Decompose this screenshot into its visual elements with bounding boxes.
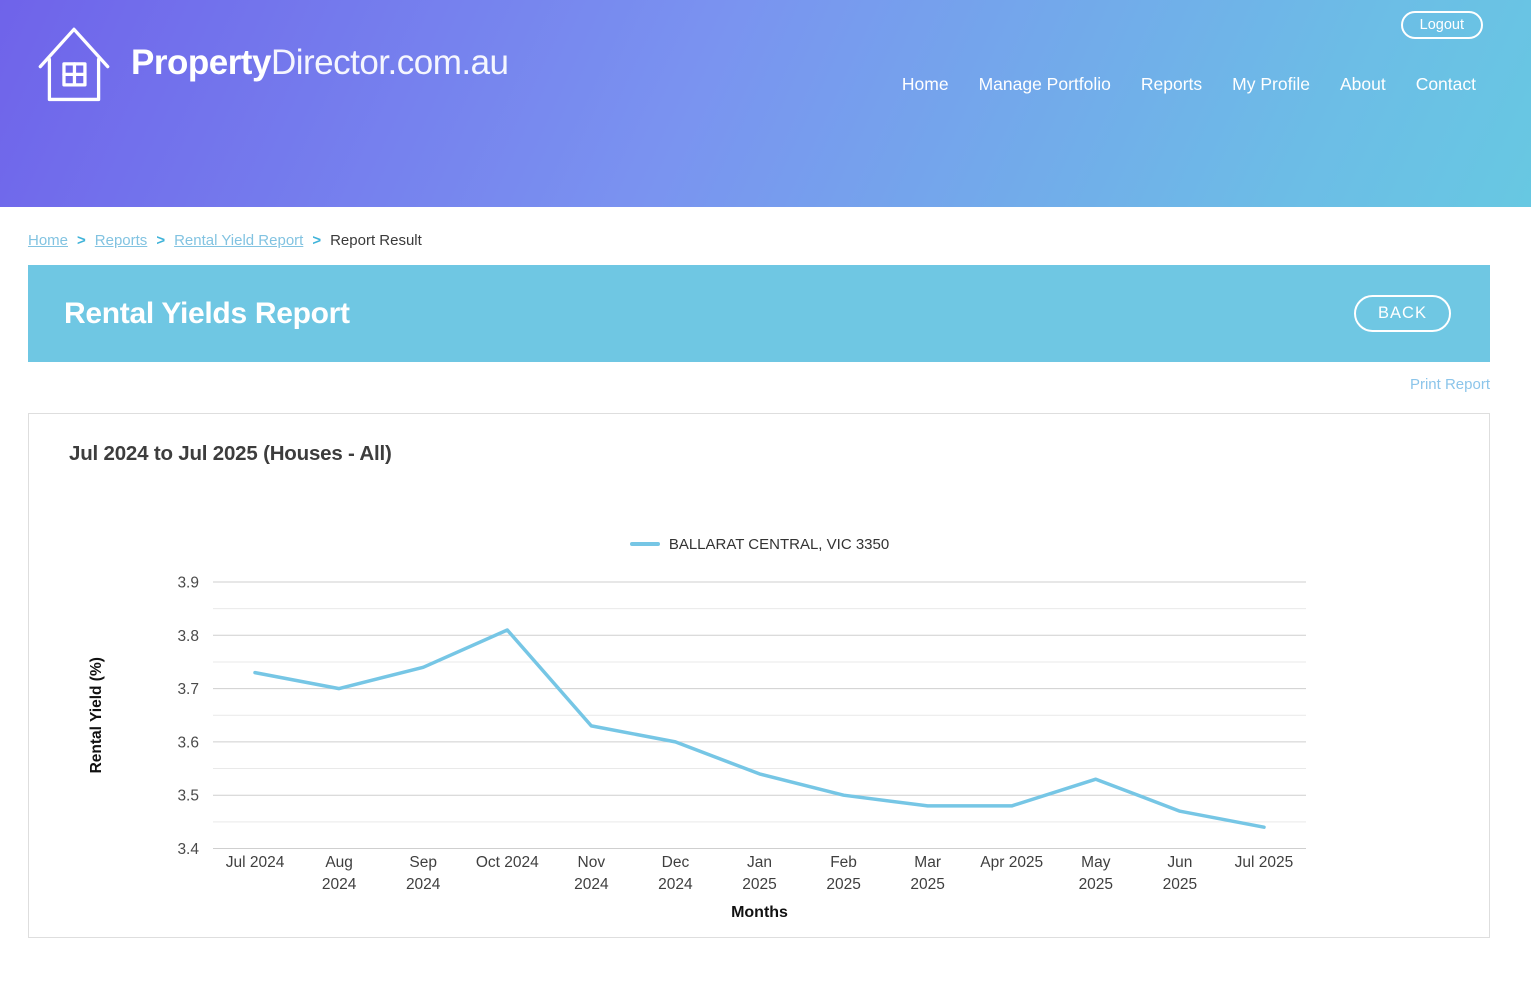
logo-text-bold: Property bbox=[131, 43, 271, 82]
nav-item-about[interactable]: About bbox=[1339, 74, 1386, 94]
legend-label: BALLARAT CENTRAL, VIC 3350 bbox=[668, 535, 890, 553]
logo-text: PropertyDirector.com.au bbox=[131, 43, 509, 83]
x-axis-title: Months bbox=[731, 904, 788, 921]
x-tick-label: Aug bbox=[325, 854, 353, 871]
report-banner: Rental Yields Report BACK bbox=[28, 265, 1490, 362]
site-header: PropertyDirector.com.au Logout Home Manag… bbox=[0, 0, 1531, 207]
x-tick-label: 2024 bbox=[406, 876, 441, 893]
x-tick-label: Mar bbox=[914, 854, 941, 871]
house-logo-icon bbox=[38, 27, 110, 102]
chart-legend[interactable]: BALLARAT CENTRAL, VIC 3350 bbox=[213, 533, 1306, 555]
x-tick-label: 2025 bbox=[910, 876, 944, 893]
x-tick-label: Jul 2025 bbox=[1235, 854, 1294, 871]
x-tick-label: Apr 2025 bbox=[980, 854, 1043, 871]
chart-title: Jul 2024 to Jul 2025 (Houses - All) bbox=[69, 442, 392, 465]
breadcrumb-item-reports[interactable]: Reports bbox=[94, 231, 148, 249]
x-tick-label: Jun bbox=[1167, 854, 1192, 871]
series-line-ballarat-central-vic-3350 bbox=[253, 628, 1266, 829]
logout-button[interactable]: Logout bbox=[1400, 11, 1483, 39]
y-tick-label: 3.7 bbox=[177, 681, 199, 698]
nav-item-contact[interactable]: Contact bbox=[1415, 74, 1476, 94]
print-report-link[interactable]: Print Report bbox=[1409, 376, 1490, 393]
x-tick-label: Jul 2024 bbox=[226, 854, 285, 871]
breadcrumb-separator: > bbox=[77, 231, 86, 249]
y-tick-label: 3.6 bbox=[177, 734, 199, 751]
print-row: Print Report bbox=[28, 376, 1490, 398]
x-tick-label: 2025 bbox=[1079, 876, 1113, 893]
back-button[interactable]: BACK bbox=[1354, 295, 1451, 332]
x-tick-label: Nov bbox=[578, 854, 606, 871]
logo-text-light: Director.com.au bbox=[270, 43, 509, 82]
x-tick-label: 2025 bbox=[1163, 876, 1197, 893]
x-tick-label: 2024 bbox=[658, 876, 693, 893]
breadcrumb-separator: > bbox=[312, 231, 322, 249]
rental-yield-chart: 3.4 3.5 3.6 3.7 3.8 3.9 Jul 2024 Aug 2024 Sep 2024… bbox=[88, 575, 1306, 921]
x-tick-label: Dec bbox=[662, 854, 690, 871]
x-tick-label: 2025 bbox=[742, 876, 776, 893]
x-tick-label: 2025 bbox=[826, 876, 860, 893]
nav-item-reports[interactable]: Reports bbox=[1140, 74, 1203, 94]
nav-item-manage-portfolio[interactable]: Manage Portfolio bbox=[978, 74, 1111, 94]
main-nav: Home Manage Portfolio Reports My Profile Abo… bbox=[902, 74, 1476, 95]
breadcrumb: Home > Reports > Rental Yield Report > Report … bbox=[28, 228, 1531, 252]
x-tick-label: 2024 bbox=[574, 876, 609, 893]
x-tick-label: 2024 bbox=[322, 876, 357, 893]
x-tick-label: May bbox=[1081, 854, 1111, 871]
y-tick-label: 3.4 bbox=[177, 841, 199, 858]
nav-item-my-profile[interactable]: My Profile bbox=[1232, 74, 1310, 94]
x-tick-label: Sep bbox=[409, 854, 437, 871]
breadcrumb-separator: > bbox=[156, 231, 166, 249]
page-title: Rental Yields Report bbox=[64, 296, 350, 330]
logo[interactable]: PropertyDirector.com.au bbox=[35, 22, 509, 104]
breadcrumb-item-home[interactable]: Home bbox=[28, 231, 69, 249]
x-tick-label: Feb bbox=[830, 854, 857, 871]
legend-line-swatch bbox=[629, 542, 660, 546]
y-tick-label: 3.5 bbox=[177, 788, 199, 805]
x-tick-label: Oct 2024 bbox=[476, 854, 539, 871]
y-tick-label: 3.8 bbox=[177, 628, 199, 645]
chart-card: Jul 2024 to Jul 2025 (Houses - All) BALL… bbox=[28, 413, 1490, 938]
x-tick-label: Jan bbox=[747, 854, 772, 871]
breadcrumb-item-rental-yield-report[interactable]: Rental Yield Report bbox=[174, 231, 304, 249]
y-axis-title: Rental Yield (%) bbox=[88, 657, 105, 773]
nav-item-home[interactable]: Home bbox=[901, 74, 949, 94]
breadcrumb-item-report-result: Report Result bbox=[330, 231, 422, 249]
y-tick-label: 3.9 bbox=[177, 575, 199, 592]
